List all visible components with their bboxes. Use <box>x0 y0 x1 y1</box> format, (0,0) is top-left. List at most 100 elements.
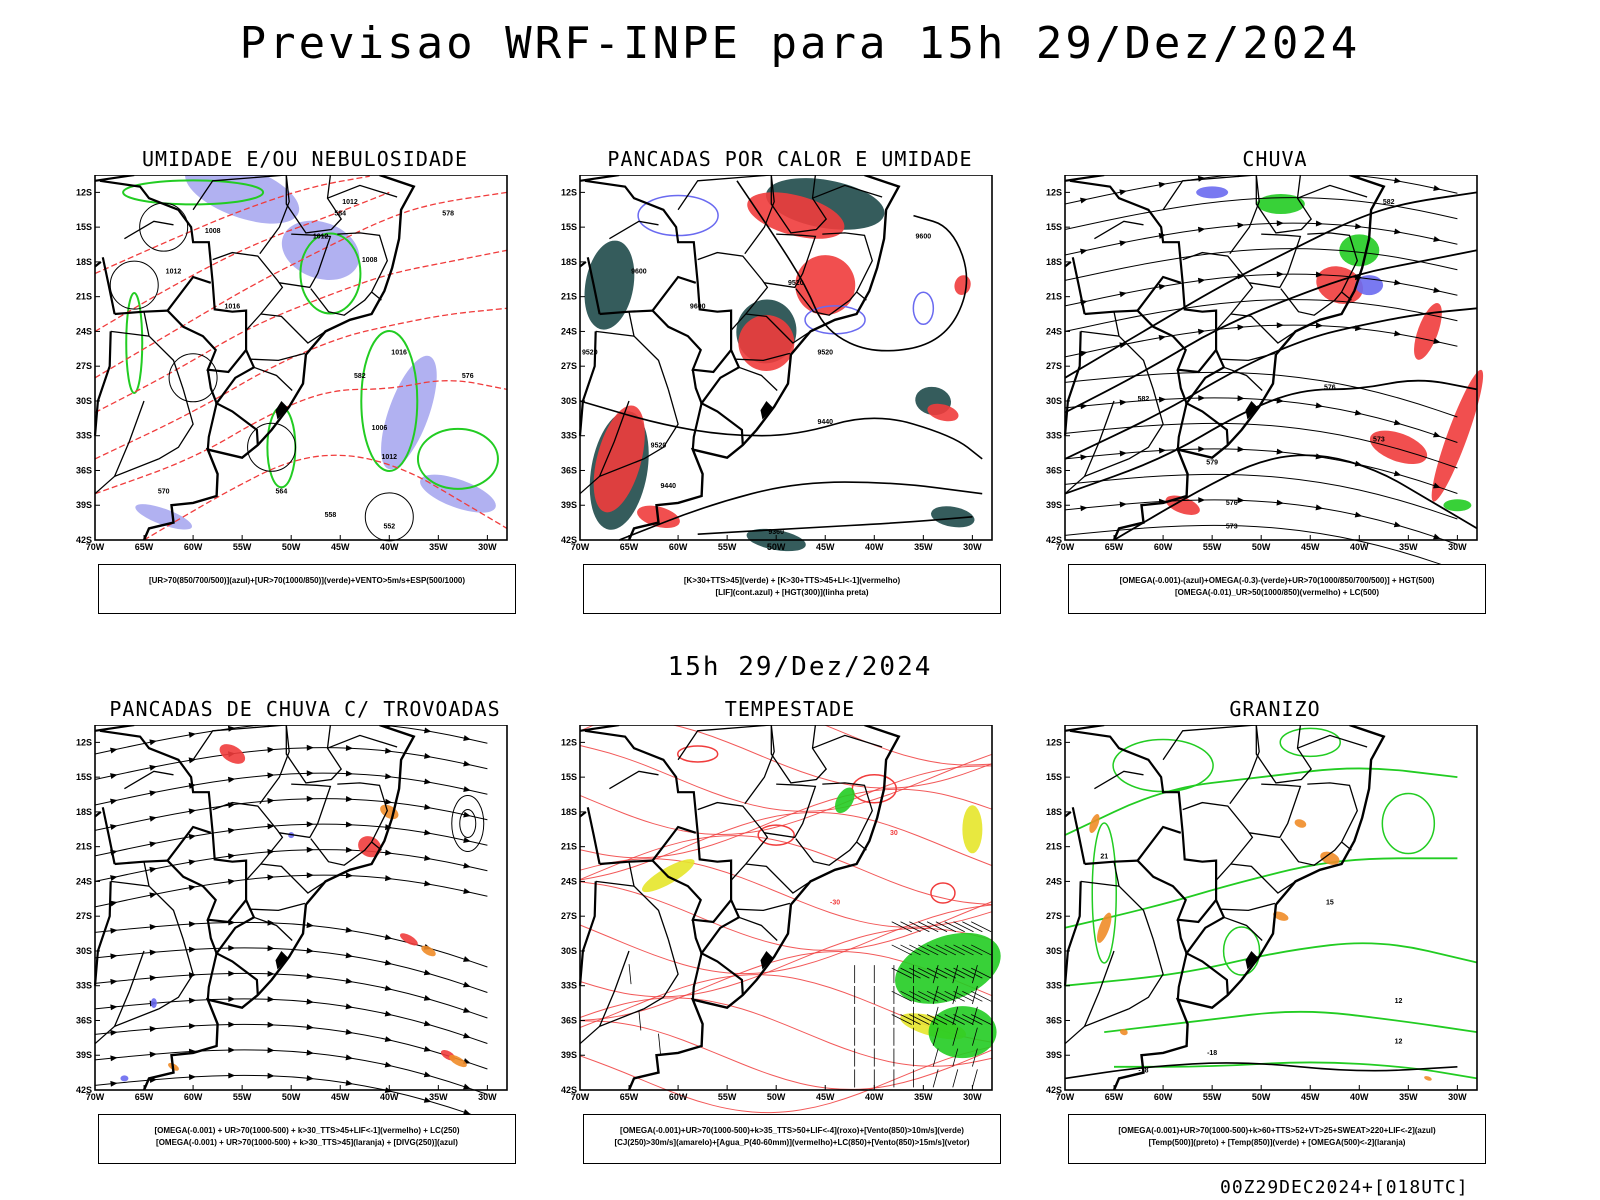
contour-label: 1008 <box>362 257 378 264</box>
lat-tick-label: 12S <box>1046 737 1062 747</box>
state-border <box>579 1025 601 1045</box>
country-border <box>206 369 218 404</box>
lat-tick-label: 30S <box>561 396 577 406</box>
flow-arrow <box>188 1023 197 1030</box>
lon-tick-label: 35W <box>1399 542 1418 552</box>
lon-tick-label: 70W <box>1056 542 1075 552</box>
contour-label: 9360 <box>768 529 784 536</box>
flow-arrow <box>1394 228 1402 235</box>
country-border <box>1064 811 1072 818</box>
map-background <box>1065 175 1477 540</box>
state-border <box>113 950 160 1028</box>
state-border <box>110 880 150 887</box>
wind-vector <box>926 967 948 979</box>
country-border <box>94 261 102 268</box>
wind-vector <box>638 1010 642 1031</box>
storm-shade-red <box>219 744 246 764</box>
panel-title: PANCADAS DE CHUVA C/ TROVOADAS <box>109 697 501 721</box>
state-border <box>609 770 659 790</box>
wind-vector <box>932 1006 939 1025</box>
flow-arrow <box>188 997 197 1004</box>
lat-tick-label: 24S <box>561 326 577 336</box>
contour-label: 1012 <box>342 199 358 206</box>
wind-vector <box>918 967 939 979</box>
flow-arrow <box>1198 446 1206 453</box>
country-border <box>1136 825 1182 862</box>
convection-shade-red <box>738 315 795 372</box>
flow-arrow <box>188 921 197 928</box>
flow-arrow <box>1237 497 1245 504</box>
flow-arrow <box>1197 226 1206 233</box>
flow-arrow <box>1119 240 1127 247</box>
lon-tick-label: 45W <box>331 542 350 552</box>
legend-line: [UR>70(850/700/500)](azul)+[UR>70(1000/8… <box>148 576 466 585</box>
lat-tick-label: 27S <box>76 911 92 921</box>
state-border <box>598 950 645 1028</box>
wind-vector <box>935 921 957 933</box>
flow-arrow <box>424 727 432 734</box>
legend-line: [OMEGA(-0.001) + UR>70(1000-500) + k>30_… <box>154 1126 460 1135</box>
wind-vector <box>970 944 992 956</box>
contour-label: 15 <box>1326 900 1334 907</box>
streamline <box>1064 473 1458 520</box>
flow-arrow <box>267 945 275 952</box>
state-border <box>677 175 772 211</box>
wind-vector <box>953 967 974 979</box>
state-border <box>1220 352 1276 362</box>
wind-vector <box>944 967 965 979</box>
lat-tick-label: 18S <box>76 807 92 817</box>
lat-tick-label: 27S <box>1046 361 1062 371</box>
anticyclone-circulation <box>459 808 477 838</box>
state-border <box>192 725 287 761</box>
lat-tick-label: 24S <box>561 876 577 886</box>
flow-arrow <box>345 1079 353 1086</box>
flow-arrow <box>424 803 432 810</box>
lat-tick-label: 39S <box>1046 500 1062 510</box>
country-border <box>1063 881 1082 986</box>
lon-tick-label: 65W <box>135 1092 154 1102</box>
state-border <box>1064 1025 1086 1045</box>
state-border <box>113 400 160 478</box>
omega-shade-orange <box>1294 819 1307 828</box>
lat-tick-label: 18S <box>76 257 92 267</box>
wind-vector <box>971 1069 978 1088</box>
lat-tick-label: 18S <box>561 257 577 267</box>
flow-arrow <box>149 841 157 848</box>
state-border <box>643 389 679 460</box>
flow-arrow <box>1315 220 1323 227</box>
flow-arrow <box>149 949 157 956</box>
lat-tick-label: 18S <box>1046 257 1062 267</box>
flow-arrow <box>345 745 353 752</box>
flow-arrow <box>1354 409 1363 416</box>
state-border <box>1230 313 1296 344</box>
flow-arrow <box>306 1049 314 1056</box>
flow-arrow <box>306 973 314 980</box>
flow-arrow <box>227 827 236 834</box>
run-label: 00Z29DEC2024+[018UTC] <box>1220 1177 1469 1198</box>
coastline <box>627 725 901 1091</box>
wind-vector <box>891 921 912 933</box>
hgt300-contour <box>618 481 983 541</box>
state-border <box>1229 175 1260 255</box>
panel-title: GRANIZO <box>1229 697 1321 721</box>
lon-tick-label: 35W <box>1399 1092 1418 1102</box>
country-border <box>651 275 697 312</box>
lat-tick-label: 15S <box>76 772 92 782</box>
flow-arrow <box>1276 271 1284 278</box>
legend-line: [OMEGA(-0.001)+UR>70(1000-500)+k>60+TTS>… <box>1118 1126 1436 1135</box>
state-border <box>812 734 883 749</box>
flow-arrow <box>345 1003 353 1010</box>
flow-arrow <box>1198 497 1206 504</box>
country-border <box>579 725 620 732</box>
lon-tick-label: 45W <box>331 1092 350 1102</box>
wind-vector <box>952 1048 959 1067</box>
humidity-contour-green <box>416 427 499 490</box>
state-border <box>770 725 828 784</box>
lon-tick-label: 55W <box>1203 1092 1222 1102</box>
flow-arrow <box>1080 248 1088 255</box>
contour-label: 570 <box>158 489 170 496</box>
flow-arrow <box>267 874 275 881</box>
wind-vector <box>952 985 959 1005</box>
state-border <box>279 233 332 289</box>
